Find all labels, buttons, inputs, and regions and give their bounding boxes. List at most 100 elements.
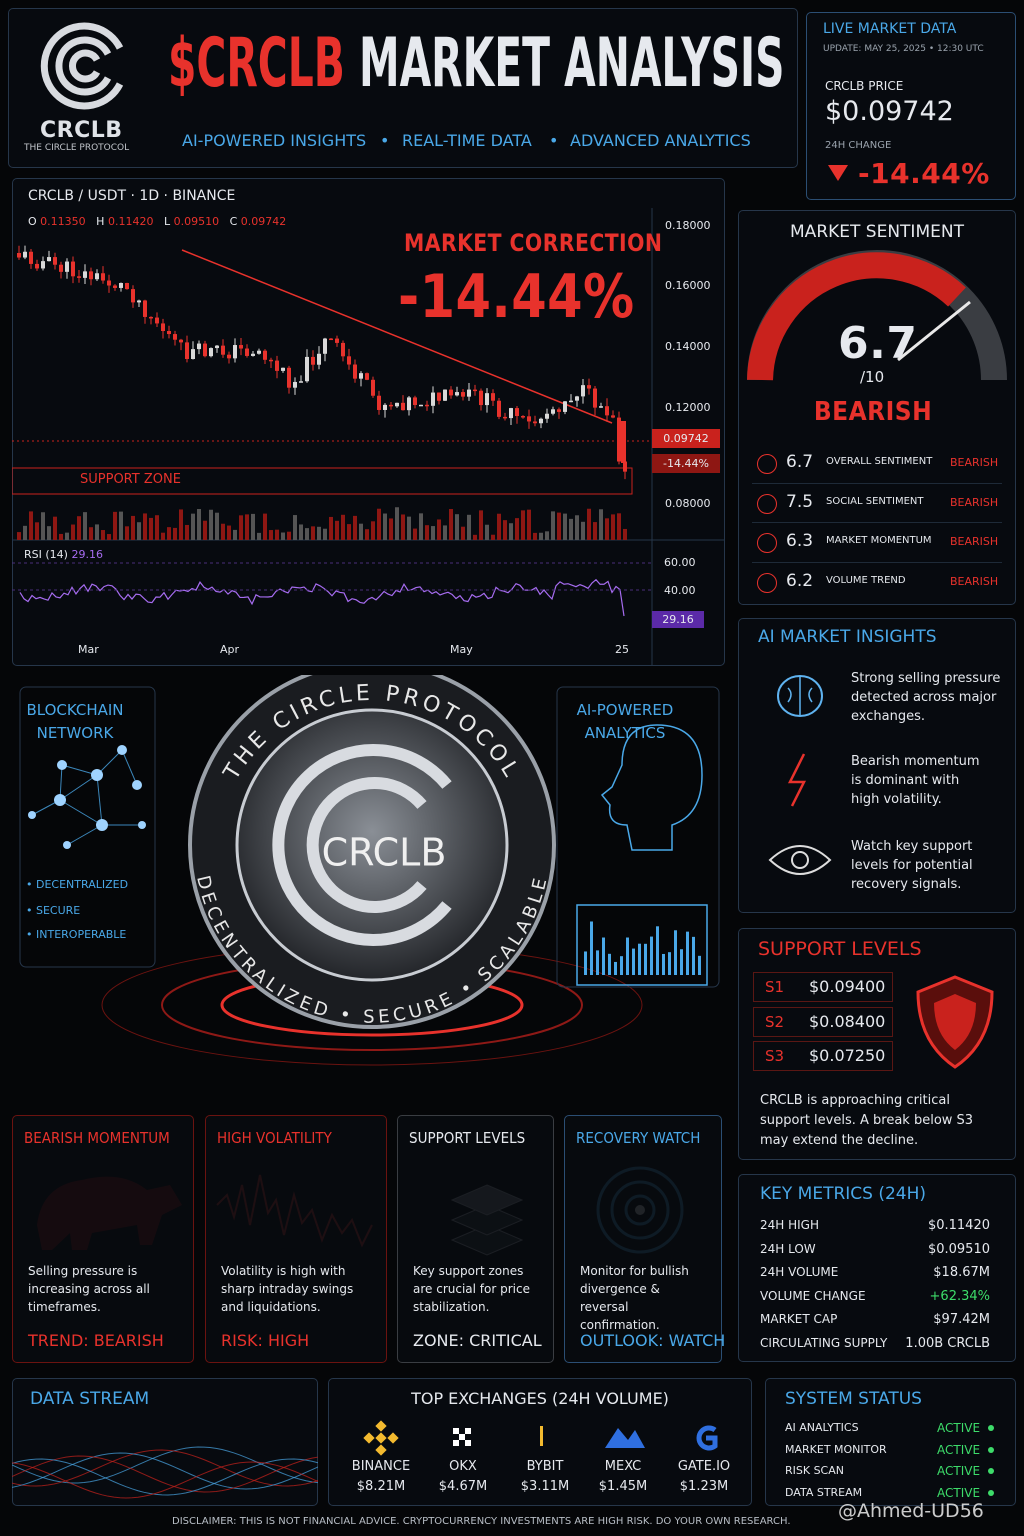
candle (65, 261, 69, 272)
candle (17, 253, 21, 258)
card-title: RECOVERY WATCH (576, 1129, 701, 1147)
volume-bar (353, 515, 357, 540)
candle (149, 316, 153, 319)
disclaimer: DISCLAIMER: THIS IS NOT FINANCIAL ADVICE… (172, 1516, 791, 1527)
volume-bar (437, 519, 441, 540)
metric-label: 24H HIGH (760, 1218, 819, 1232)
insight: Watch key support levels for potential r… (851, 839, 973, 892)
candle (209, 348, 213, 357)
last-candle (621, 421, 626, 463)
volume-bar (233, 529, 237, 540)
tagline-sep: • (380, 131, 390, 150)
volume-bar (179, 509, 183, 540)
volume-bar (23, 525, 27, 540)
system-status: ACTIVE (937, 1421, 981, 1435)
volume-bar (611, 514, 615, 540)
volume-bar (389, 518, 393, 540)
decoration (59, 799, 103, 826)
level-id: S1 (765, 978, 785, 996)
candle (593, 388, 597, 408)
exchanges-title: TOP EXCHANGES (24H VOLUME) (411, 1389, 669, 1408)
volume-bar (71, 524, 75, 540)
volume-bar (479, 510, 483, 540)
card-footer: RISK: HIGH (221, 1331, 310, 1350)
support-title: SUPPORT LEVELS (758, 938, 922, 960)
ai-bar (602, 937, 605, 975)
candle (161, 323, 165, 332)
volume-bar (269, 530, 273, 540)
candle (323, 338, 327, 354)
change: -14.44% (858, 157, 990, 190)
rsi-name: RSI (14) (24, 548, 68, 561)
metric-value: +62.34% (929, 1288, 990, 1304)
exchange-name: MEXC (604, 1459, 642, 1474)
candle (611, 415, 615, 418)
network-title: BLOCKCHAIN NETWORK (26, 701, 124, 742)
ohlc-key: L (163, 215, 171, 228)
candle (77, 276, 81, 278)
ohlc-key: C (229, 215, 238, 228)
level-price: $0.08400 (809, 1011, 886, 1031)
metric-label: 24H VOLUME (760, 1265, 839, 1279)
candle (407, 397, 411, 411)
volume-bar (119, 511, 123, 540)
ai-bar (608, 953, 611, 975)
live-title: LIVE MARKET DATA (823, 21, 957, 37)
candle (119, 283, 123, 288)
candle (533, 421, 537, 424)
card-text: Volatility is high with sharp intraday s… (221, 1264, 354, 1314)
rsi-line (19, 578, 625, 617)
stream-title: DATA STREAM (30, 1389, 150, 1409)
ohlc-key: H (96, 215, 105, 228)
decoration (31, 749, 142, 846)
decoration (696, 1425, 718, 1451)
decoration (55, 36, 112, 96)
candle (455, 392, 459, 396)
candle (575, 396, 579, 401)
candle (497, 400, 501, 417)
x-label: Apr (220, 643, 240, 656)
candle (47, 257, 51, 262)
card (397, 1115, 554, 1363)
decoration (66, 824, 103, 846)
candle (191, 349, 195, 360)
card-footer: ZONE: CRITICAL (413, 1331, 542, 1350)
candle (605, 406, 609, 416)
title-rest: MARKET ANALYSIS (359, 24, 785, 103)
row-icon (757, 572, 777, 593)
candle (281, 367, 285, 371)
volume-bar (371, 521, 375, 540)
decoration (787, 676, 813, 716)
volume-bar (419, 513, 423, 540)
system-name: DATA STREAM (785, 1485, 863, 1499)
volume-bar (107, 534, 111, 540)
candle (617, 417, 621, 462)
insight-icons (768, 675, 832, 875)
rsi-label: RSI (14) 29.16 (24, 548, 103, 561)
metric-label: 24H LOW (760, 1241, 816, 1256)
volume-bar (539, 532, 543, 540)
volume-bar (143, 513, 147, 540)
metrics-title: KEY METRICS (24H) (760, 1184, 927, 1204)
volume-bar (161, 532, 165, 540)
candle (377, 395, 381, 410)
change-tag: -14.44% (652, 454, 720, 473)
support-note: CRCLB is approaching critical support le… (760, 1093, 974, 1148)
ai-bar (674, 930, 677, 975)
decoration (576, 904, 708, 986)
volume-bar (227, 525, 231, 540)
candle (239, 345, 243, 349)
stream-wave (12, 1461, 318, 1499)
volume-bar (191, 513, 195, 540)
candle (539, 418, 543, 424)
decoration (19, 686, 156, 968)
decoration (59, 774, 98, 801)
volume-bar (59, 533, 63, 540)
candle (443, 389, 447, 401)
candle (383, 404, 387, 410)
row-status: BEARISH (950, 495, 999, 509)
row-icon (757, 533, 777, 553)
logo-tagline: THE CIRCLE PROTOCOL (24, 143, 130, 153)
ohlc-value: 0.11350 (40, 215, 86, 228)
decoration (453, 1440, 459, 1446)
